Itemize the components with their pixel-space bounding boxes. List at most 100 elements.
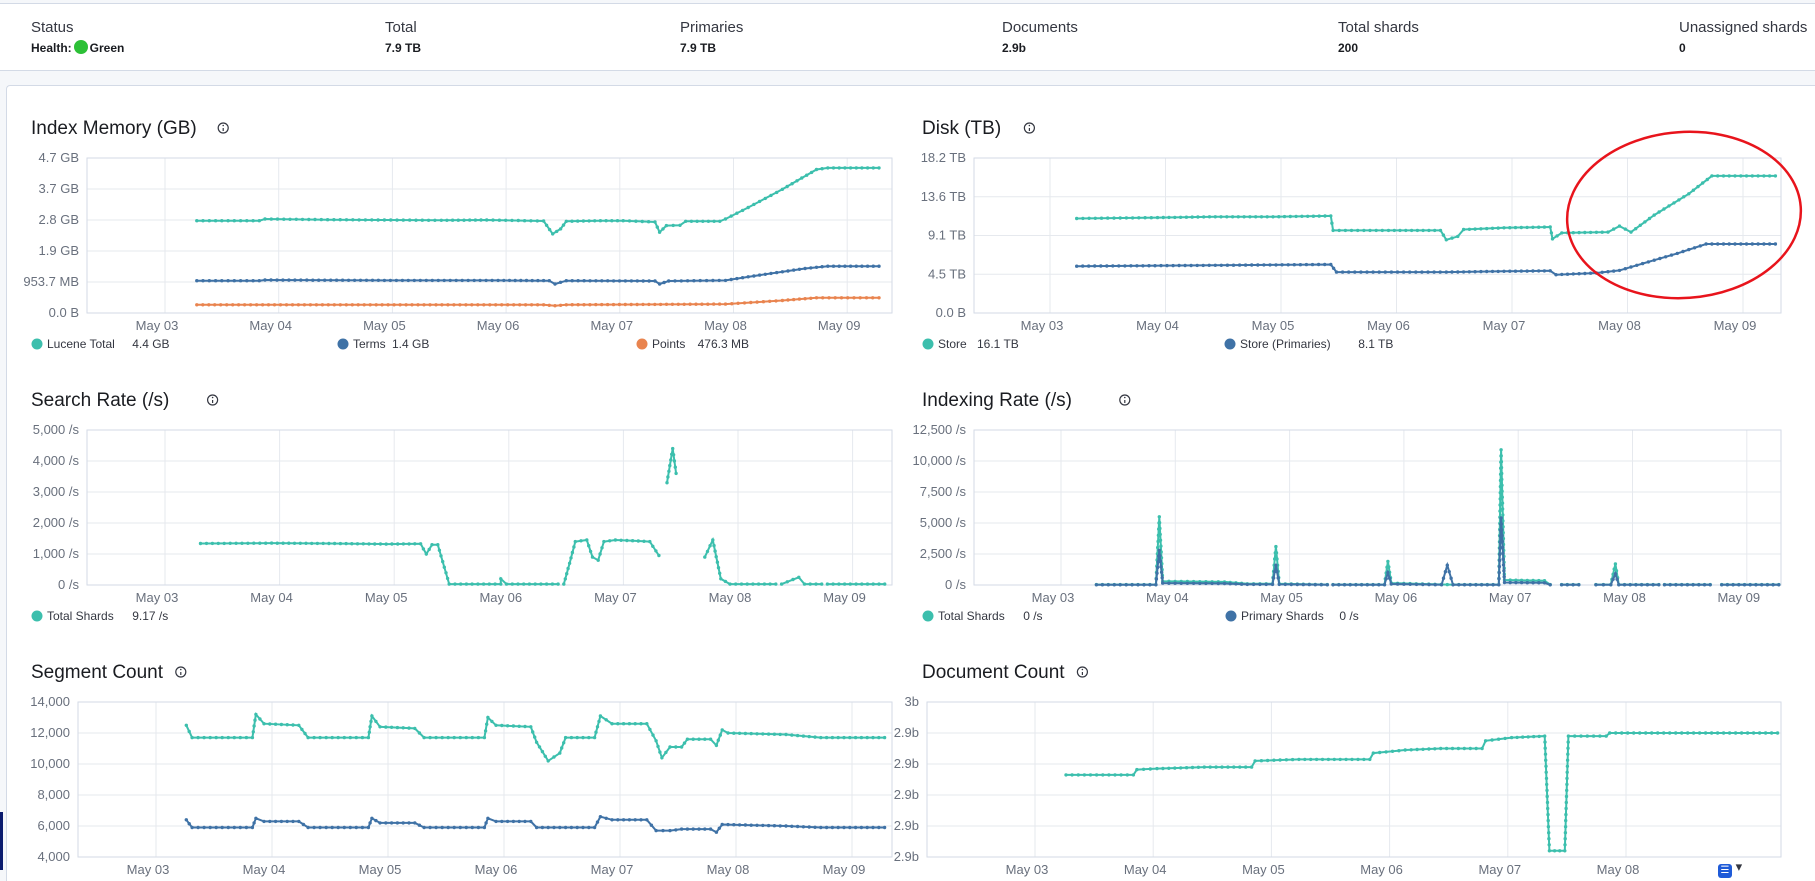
data-point [196,735,200,740]
data-point [1147,264,1151,268]
total-shards-stat: Total shards 200 [1338,19,1419,56]
data-point [1274,263,1278,267]
data-point [1502,575,1506,579]
x-tick-label: May 04 [249,318,292,333]
legend-item[interactable]: Store (Primaries) 8.1 TB [1224,337,1394,351]
data-point [674,745,678,749]
data-point [511,724,516,728]
data-point [529,819,533,824]
data-point [1075,264,1079,268]
info-icon[interactable] [1119,394,1131,406]
data-point [729,277,733,282]
data-point [412,278,416,283]
charts-panel [6,85,1815,881]
data-point [1438,228,1443,233]
data-point [231,303,235,307]
data-point [1501,513,1505,517]
data-point [510,582,514,586]
data-point [723,217,728,221]
data-point [792,268,796,272]
data-point [1125,773,1130,777]
legend-item[interactable]: Terms 1.4 GB [337,337,430,351]
data-point [1526,735,1530,739]
y-tick-label: 7,500 /s [920,484,967,499]
data-point [439,554,443,558]
data-point [1591,734,1596,738]
data-point [1537,225,1541,229]
left-edge-tab[interactable] [0,812,3,870]
data-point [395,821,400,825]
data-point [369,719,373,724]
x-tick-label: May 03 [127,862,170,877]
primaries-label: Primaries [680,19,744,36]
x-tick-label: May 04 [1146,590,1189,605]
data-point [695,219,699,223]
data-point [792,297,796,302]
data-point [350,303,354,307]
data-point [1303,757,1307,762]
data-point [1733,242,1737,246]
data-point [1250,263,1254,267]
data-point [269,541,274,545]
data-point [1371,751,1376,755]
data-point [1081,264,1085,268]
data-point [1094,583,1099,587]
data-point [592,735,597,740]
side-panel-toggle[interactable]: ☰ ▾ [1718,859,1742,878]
info-icon[interactable] [207,394,219,406]
data-point [791,577,795,582]
data-point [673,279,677,283]
data-point [262,819,266,824]
data-point [1216,581,1221,586]
data-point [1715,731,1720,735]
data-point [1289,582,1294,587]
series-total-shards [1094,448,1781,587]
data-point [488,303,492,307]
data-point [772,824,777,828]
data-point [285,819,289,824]
data-point [418,278,422,283]
data-point [263,217,267,221]
x-tick-label: May 03 [1021,318,1064,333]
info-icon[interactable] [217,122,229,134]
data-point [865,582,870,586]
data-point [535,303,540,307]
info-icon[interactable] [1023,122,1036,134]
data-point [1502,580,1507,585]
data-point [854,166,858,170]
data-point [1617,268,1622,273]
data-point [1171,263,1175,268]
legend-item[interactable]: Lucene Total 4.4 GB [31,337,170,351]
info-icon[interactable] [1076,666,1089,678]
data-point [763,272,767,276]
data-point [464,735,468,740]
data-point [1667,204,1671,208]
data-point [597,719,601,724]
data-point [1500,533,1504,538]
legend-item[interactable]: Store 16.1 TB [922,337,1019,351]
legend-item[interactable]: Primary Shards 0 /s [1225,609,1359,623]
legend-item[interactable]: Total Shards 9.17 /s [31,609,169,623]
legend-item[interactable]: Points 476.3 MB [636,337,749,351]
data-point [871,825,875,830]
data-point [317,278,321,282]
data-point [1485,226,1489,231]
data-point [1548,269,1552,273]
data-point [1421,582,1425,587]
data-point [1583,230,1587,235]
info-icon[interactable] [175,666,187,678]
data-point [384,542,388,546]
data-point [830,825,835,830]
data-point [332,541,337,546]
data-point [547,303,551,307]
data-point [1155,565,1160,570]
data-point [1342,583,1347,587]
legend-item[interactable]: Total Shards 0 /s [922,609,1043,623]
data-point [1184,215,1189,219]
data-point [472,278,476,283]
data-point [516,218,520,223]
data-point [1490,738,1494,742]
data-point [641,279,645,283]
x-tick-label: May 08 [1603,590,1646,605]
data-point [639,722,643,726]
